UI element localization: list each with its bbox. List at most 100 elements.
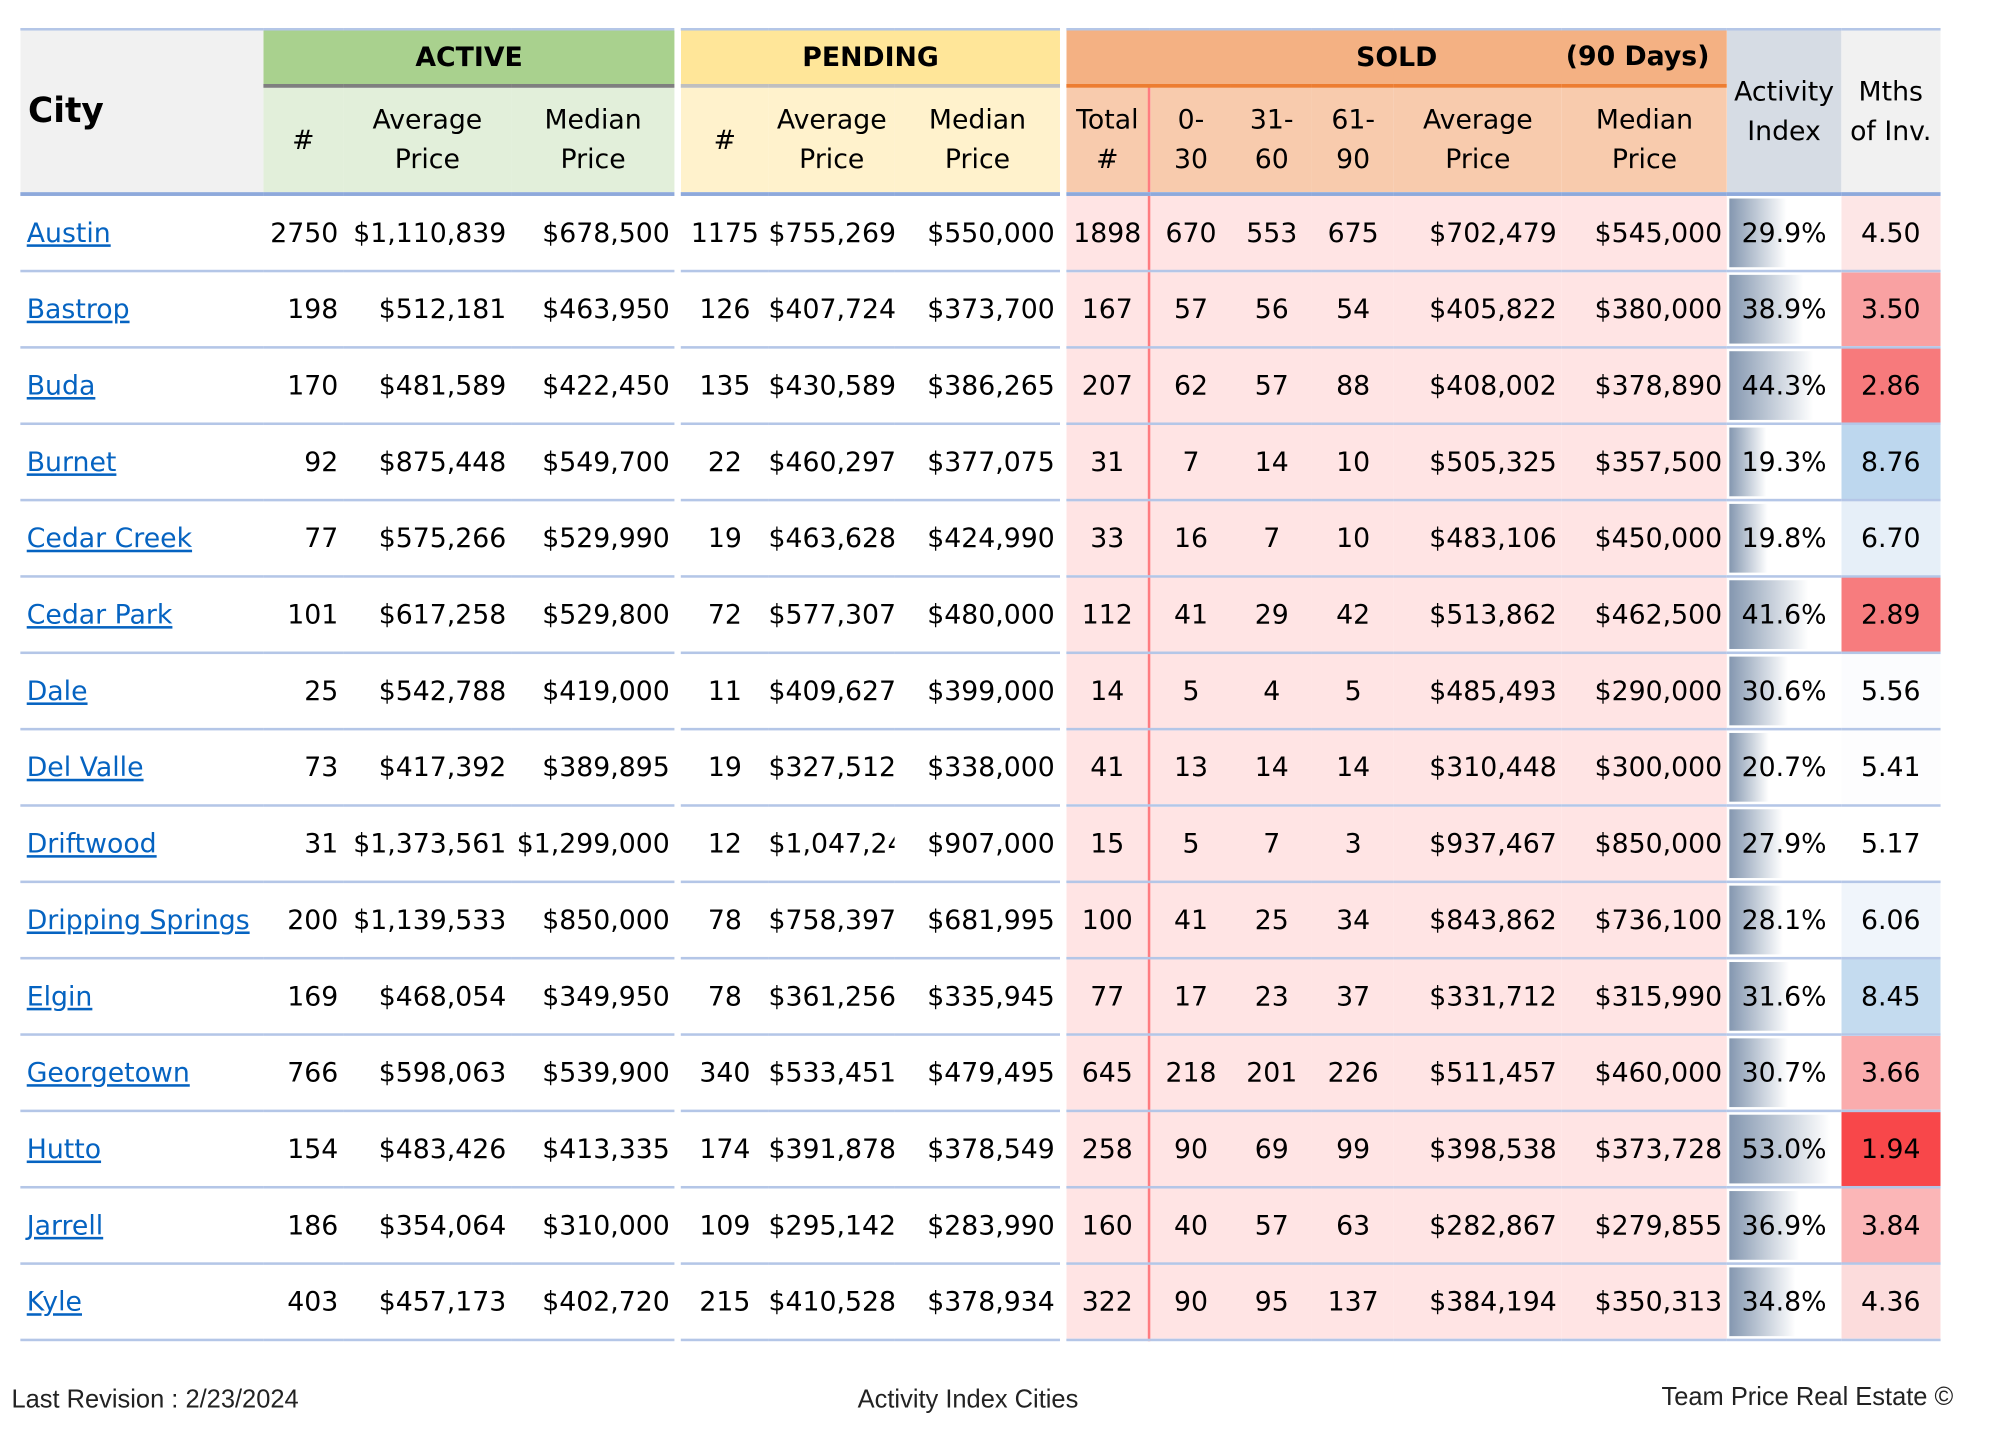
sold-average-cell: $405,822 (1393, 270, 1562, 349)
activity-index-bar (1729, 579, 1809, 649)
city-link[interactable]: Hutto (26, 1133, 102, 1164)
city-link[interactable]: Buda (26, 369, 96, 401)
city-cell: Burnet (20, 423, 264, 501)
active-count-cell: 766 (263, 1033, 344, 1112)
sold-61-90-cell: 54 (1312, 270, 1394, 349)
sold-31-60-cell: 7 (1231, 804, 1313, 883)
active-median-cell: $678,500 (511, 192, 679, 272)
table-row: Buda 170 $481,589 $422,450 135 $430,589 $386,2… (20, 346, 1941, 425)
sold-label: SOLD (1356, 41, 1438, 72)
pending-median-cell: $550,000 (895, 192, 1064, 272)
activity-index-bar (1729, 1266, 1796, 1336)
active-average-cell: $512,181 (343, 270, 512, 349)
sold-61-90-cell: 137 (1312, 1262, 1394, 1341)
city-link[interactable]: Bastrop (26, 293, 130, 324)
sold-31-60-cell: 56 (1231, 270, 1313, 349)
pending-median-header: Median Price (895, 85, 1064, 195)
sold-61-90-cell: 10 (1312, 499, 1394, 578)
active-count-cell: 200 (263, 881, 344, 959)
sold-61-90-cell: 37 (1312, 957, 1394, 1036)
sold-average-cell: $310,448 (1393, 728, 1562, 807)
sold-31-60-header: 31- 60 (1231, 85, 1313, 195)
active-average-header: Average Price (343, 85, 512, 195)
city-link[interactable]: Cedar Creek (26, 522, 193, 553)
footer-credit: Team Price Real Estate © (1661, 1383, 1954, 1412)
active-average-cell: $542,788 (343, 652, 512, 730)
table-row: Cedar Park 101 $617,258 $529,800 72 $577,307 $… (20, 575, 1941, 654)
city-cell: Georgetown (20, 1033, 264, 1112)
sold-31-60-cell: 23 (1231, 957, 1313, 1036)
months-inventory-cell: 5.17 (1840, 804, 1941, 883)
sold-31-60-cell: 7 (1231, 499, 1313, 578)
sold-period-label: (90 Days) (1565, 40, 1710, 72)
pending-median-cell: $907,000 (895, 804, 1064, 883)
sold-total-cell: 100 (1059, 881, 1151, 959)
last-revision: Last Revision : 2/23/2024 (11, 1385, 299, 1414)
activity-index-cell: 29.9% (1727, 192, 1841, 272)
active-count-cell: 2750 (263, 192, 344, 272)
sold-0-30-cell: 41 (1149, 881, 1232, 959)
sold-average-cell: $384,194 (1393, 1262, 1562, 1341)
table-body: Austin 2750 $1,110,839 $678,500 1175 $755,269… (20, 192, 1941, 1341)
table-row: Hutto 154 $483,426 $413,335 174 $391,878 $378,… (20, 1110, 1941, 1188)
city-link[interactable]: Del Valle (26, 751, 144, 782)
sold-31-60-cell: 14 (1231, 728, 1313, 807)
table-row: Bastrop 198 $512,181 $463,950 126 $407,724 $37… (20, 270, 1941, 349)
sold-median-cell: $460,000 (1561, 1033, 1728, 1112)
months-inventory-cell: 3.50 (1840, 270, 1941, 349)
pending-count-cell: 78 (674, 881, 769, 959)
months-inventory-header: Mths of Inv. (1840, 27, 1941, 195)
months-inventory-cell: 2.86 (1840, 346, 1941, 425)
sold-average-cell: $505,325 (1393, 423, 1562, 501)
city-cell: Del Valle (20, 728, 264, 807)
pending-average-cell: $409,627 (768, 652, 896, 730)
active-median-cell: $529,990 (511, 499, 679, 578)
sold-average-cell: $398,538 (1393, 1110, 1562, 1188)
city-link[interactable]: Elgin (26, 980, 93, 1012)
city-cell: Cedar Creek (20, 499, 264, 578)
city-link[interactable]: Driftwood (26, 827, 157, 859)
pending-average-cell: $391,878 (768, 1110, 896, 1188)
pending-count-cell: 215 (674, 1262, 769, 1341)
pending-average-cell: $361,256 (768, 957, 896, 1036)
sold-median-cell: $545,000 (1561, 192, 1728, 272)
active-average-cell: $598,063 (343, 1033, 512, 1112)
sold-0-30-cell: 40 (1149, 1186, 1232, 1265)
sold-0-30-cell: 41 (1149, 575, 1232, 654)
city-link[interactable]: Burnet (26, 446, 117, 477)
active-average-cell: $575,266 (343, 499, 512, 578)
pending-average-cell: $295,142 (768, 1186, 896, 1265)
city-cell: Austin (20, 192, 264, 272)
city-link[interactable]: Cedar Park (26, 598, 173, 630)
city-link[interactable]: Dale (26, 675, 88, 706)
months-inventory-cell: 1.94 (1840, 1110, 1941, 1188)
activity-index-cell: 20.7% (1727, 728, 1841, 807)
active-group-header: ACTIVE (263, 28, 679, 88)
city-link[interactable]: Dripping Springs (26, 904, 250, 935)
pending-median-cell: $480,000 (895, 575, 1064, 654)
active-count-cell: 31 (263, 804, 344, 883)
sold-total-cell: 41 (1059, 728, 1151, 807)
pending-median-cell: $399,000 (895, 652, 1064, 730)
activity-index-value: 36.9% (1741, 1209, 1827, 1241)
city-link[interactable]: Kyle (26, 1285, 82, 1317)
city-link[interactable]: Austin (26, 217, 111, 248)
active-count-cell: 170 (263, 346, 344, 425)
city-cell: Bastrop (20, 270, 264, 349)
pending-group-header: PENDING (674, 28, 1064, 88)
table-row: Burnet 92 $875,448 $549,700 22 $460,297 $377,0… (20, 423, 1941, 501)
city-link[interactable]: Georgetown (26, 1056, 190, 1088)
active-average-cell: $468,054 (343, 957, 512, 1036)
active-average-cell: $1,373,561 (343, 804, 512, 883)
city-link[interactable]: Jarrell (26, 1209, 104, 1241)
active-median-cell: $549,700 (511, 423, 679, 501)
months-inventory-cell: 5.41 (1840, 728, 1941, 807)
sold-0-30-cell: 218 (1149, 1033, 1232, 1112)
sold-average-cell: $483,106 (1393, 499, 1562, 578)
sold-average-cell: $331,712 (1393, 957, 1562, 1036)
table-row: Driftwood 31 $1,373,561 $1,299,000 12 $1,047,… (20, 804, 1941, 883)
city-cell: Dripping Springs (20, 881, 264, 959)
active-median-cell: $419,000 (511, 652, 679, 730)
active-count-cell: 92 (263, 423, 344, 501)
sold-total-cell: 14 (1059, 652, 1151, 730)
